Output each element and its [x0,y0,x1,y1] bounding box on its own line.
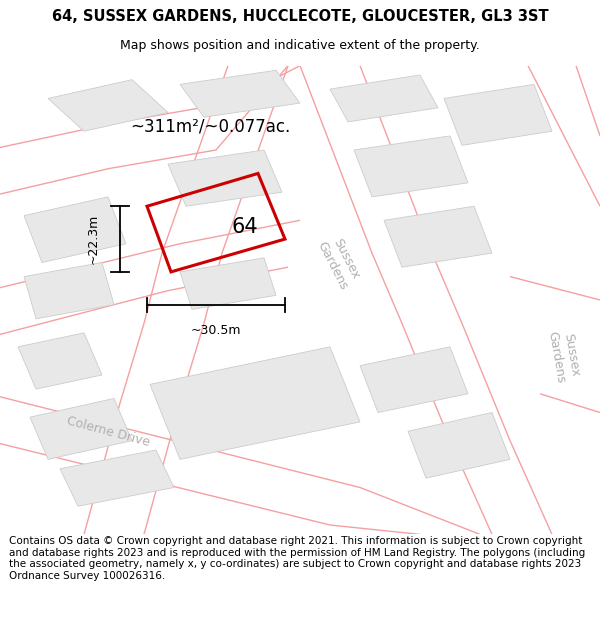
Text: Sussex
Gardens: Sussex Gardens [545,328,583,384]
Text: Sussex
Gardens: Sussex Gardens [314,232,364,292]
Text: ~30.5m: ~30.5m [191,324,241,337]
Polygon shape [180,70,300,118]
Polygon shape [384,206,492,268]
Polygon shape [180,258,276,309]
Text: 64: 64 [232,217,259,238]
Text: Colerne Drive: Colerne Drive [65,414,151,449]
Polygon shape [24,262,114,319]
Text: ~22.3m: ~22.3m [86,214,100,264]
Polygon shape [150,347,360,459]
Polygon shape [360,347,468,413]
Polygon shape [330,75,438,122]
Polygon shape [48,79,168,131]
Polygon shape [60,450,174,506]
Polygon shape [30,399,132,459]
Text: ~311m²/~0.077ac.: ~311m²/~0.077ac. [130,118,290,136]
Polygon shape [408,412,510,478]
Polygon shape [168,150,282,206]
Polygon shape [18,332,102,389]
Polygon shape [24,197,126,262]
Text: 64, SUSSEX GARDENS, HUCCLECOTE, GLOUCESTER, GL3 3ST: 64, SUSSEX GARDENS, HUCCLECOTE, GLOUCEST… [52,9,548,24]
Text: Contains OS data © Crown copyright and database right 2021. This information is : Contains OS data © Crown copyright and d… [9,536,585,581]
Text: Map shows position and indicative extent of the property.: Map shows position and indicative extent… [120,39,480,52]
Polygon shape [444,84,552,145]
Polygon shape [354,136,468,197]
